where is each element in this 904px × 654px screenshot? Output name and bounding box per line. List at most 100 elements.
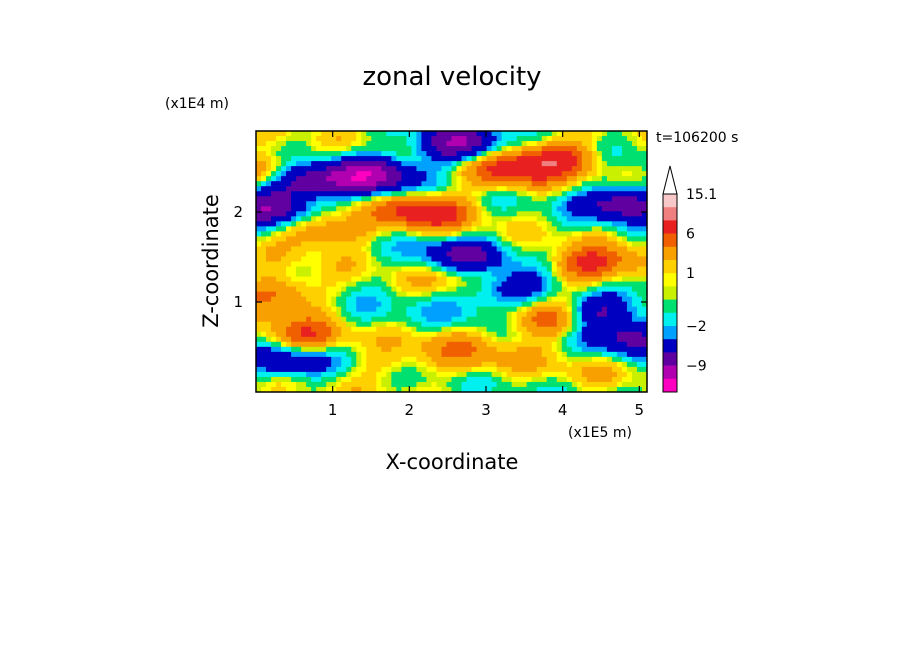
field-cell [261,376,267,383]
field-cell [401,281,407,287]
field-cell [321,386,327,392]
field-cell [636,266,643,272]
field-cell [361,361,367,368]
field-cell [451,141,457,147]
field-cell [631,361,638,368]
field-cell [486,236,492,242]
field-cell [496,361,503,368]
field-cell [441,241,447,247]
field-cell [446,256,452,262]
field-cell [421,136,427,142]
field-cell [451,276,457,282]
field-cell [256,221,262,227]
field-cell [621,251,628,257]
field-cell [611,316,618,323]
field-cell [586,276,593,282]
field-cell [291,256,297,262]
field-cell [581,286,588,293]
field-cell [281,176,287,182]
field-cell [571,316,578,323]
field-cell [521,301,528,308]
field-cell [576,131,583,137]
field-cell [631,171,638,177]
field-cell [641,146,647,152]
field-cell [466,316,472,323]
y-axis-label: Z-coordinate [199,194,223,328]
field-cell [326,181,332,187]
field-cell [626,341,633,348]
field-cell [616,291,623,298]
field-cell [506,321,513,328]
field-cell [341,156,347,162]
field-cell [581,181,588,187]
field-cell [636,356,643,363]
field-cell [496,266,503,272]
field-cell [391,156,397,162]
field-cell [306,206,312,212]
field-cell [541,291,548,298]
field-cell [421,256,427,262]
field-cell [281,226,287,232]
field-cell [586,186,593,192]
field-cell [391,296,397,303]
field-cell [551,386,558,392]
field-cell [276,196,282,202]
field-cell [616,386,623,392]
field-cell [431,381,437,388]
field-cell [276,171,282,177]
field-cell [516,231,523,237]
field-cell [596,181,603,187]
field-cell [631,326,638,333]
field-cell [541,211,548,217]
field-cell [256,386,262,392]
field-cell [641,161,647,167]
field-cell [636,256,643,262]
field-cell [346,341,352,348]
field-cell [476,146,482,152]
field-cell [481,326,487,333]
field-cell [556,146,563,152]
field-cell [411,301,417,308]
field-cell [541,346,548,353]
field-cell [291,381,297,388]
field-cell [291,371,297,378]
field-cell [386,281,392,287]
field-cell [626,376,633,383]
field-cell [516,386,523,392]
field-cell [626,306,633,313]
field-cell [426,361,432,368]
field-cell [616,341,623,348]
field-cell [451,261,457,267]
field-cell [416,296,422,303]
field-cell [281,336,287,343]
field-cell [636,326,643,333]
field-cell [451,271,457,277]
field-cell [511,166,518,172]
field-cell [291,261,297,267]
field-cell [286,366,292,373]
field-cell [336,336,342,343]
field-cell [506,316,513,323]
field-cell [486,256,492,262]
field-cell [391,371,397,378]
field-cell [271,136,277,142]
field-cell [331,286,337,293]
field-cell [391,201,397,207]
field-cell [306,246,312,252]
field-cell [531,276,538,282]
field-cell [551,271,558,277]
field-cell [376,291,382,298]
field-cell [566,311,573,318]
field-cell [466,326,472,333]
field-cell [281,136,287,142]
field-cell [286,301,292,308]
field-cell [621,201,628,207]
field-cell [306,191,312,197]
field-cell [441,351,447,358]
field-cell [386,241,392,247]
field-cell [511,141,518,147]
field-cell [351,346,357,353]
field-cell [486,201,492,207]
field-cell [336,201,342,207]
field-cell [611,181,618,187]
